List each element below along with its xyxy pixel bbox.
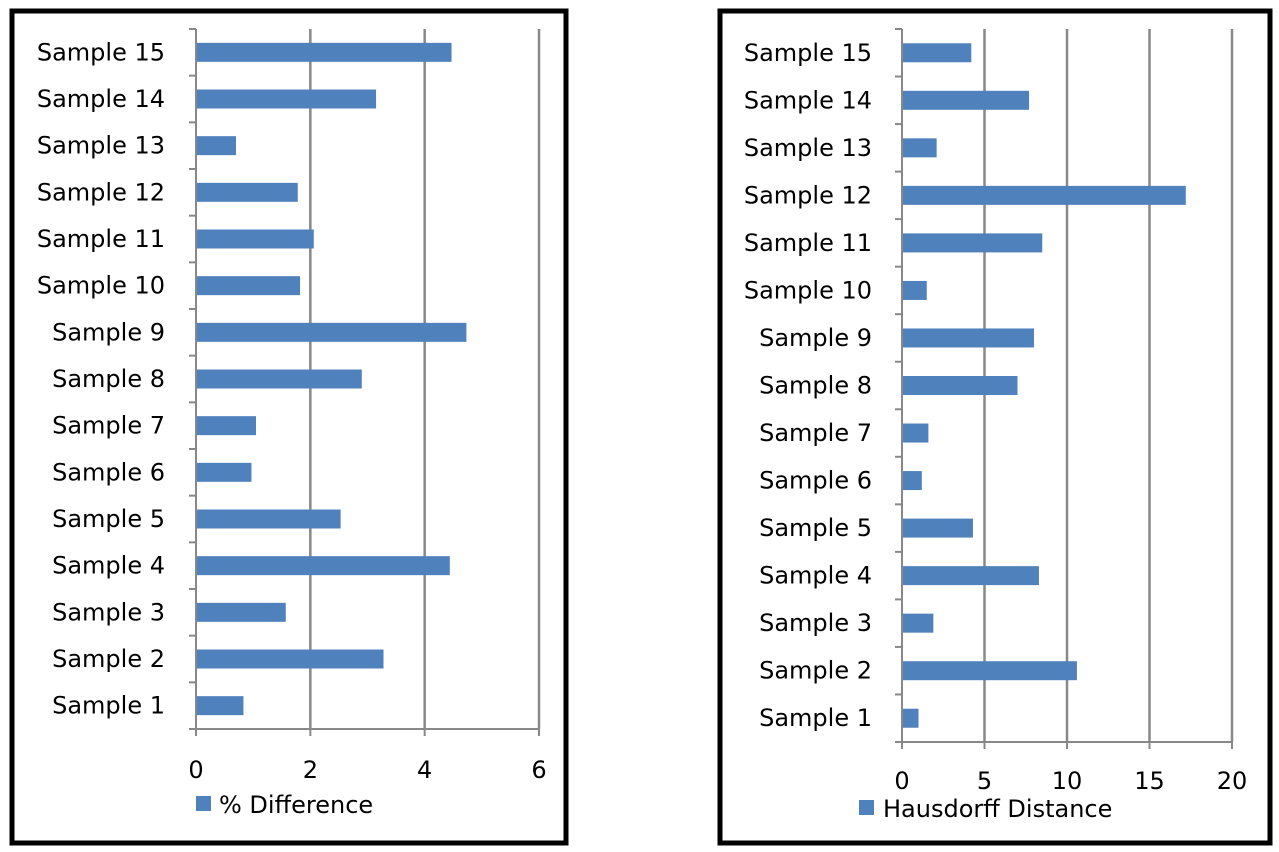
category-label: Sample 2	[52, 645, 165, 673]
category-label: Sample 12	[37, 178, 165, 206]
bar	[903, 376, 1018, 395]
category-label: Sample 14	[37, 85, 165, 113]
x-tick-label: 15	[1134, 767, 1165, 795]
category-label: Sample 13	[37, 132, 165, 160]
bar	[903, 518, 973, 538]
bar	[903, 566, 1039, 586]
legend-left: % Difference	[196, 791, 373, 819]
bar	[197, 89, 377, 109]
legend-right: Hausdorff Distance	[859, 795, 1112, 823]
legend-swatch-hausdorff-distance	[859, 800, 874, 815]
chart-frame-right	[717, 8, 1273, 846]
category-label: Sample 14	[744, 86, 872, 114]
category-label: Sample 1	[759, 704, 872, 732]
bar	[903, 328, 1034, 348]
bar	[197, 42, 452, 62]
bar	[197, 649, 384, 669]
category-label: Sample 1	[52, 692, 165, 720]
category-labels-right: Sample 1 Sample 2 Sample 3 Sample 4 Sample 5…	[744, 39, 872, 732]
bar	[197, 696, 244, 716]
category-label: Sample 11	[37, 225, 165, 253]
x-tick-label: 2	[303, 756, 318, 784]
legend-label-percent-difference: % Difference	[219, 791, 373, 819]
category-label: Sample 8	[759, 372, 872, 400]
category-label: Sample 6	[52, 458, 165, 486]
legend-label-hausdorff-distance: Hausdorff Distance	[883, 795, 1112, 823]
category-label: Sample 8	[52, 365, 165, 393]
grid-right	[895, 28, 1234, 743]
category-label: Sample 7	[759, 419, 872, 447]
x-tick-label: 0	[188, 756, 203, 784]
category-label: Sample 3	[52, 598, 165, 626]
category-label: Sample 6	[759, 467, 872, 495]
category-label: Sample 3	[759, 609, 872, 637]
category-label: Sample 12	[744, 181, 872, 209]
bar	[197, 369, 362, 389]
category-label: Sample 9	[52, 318, 165, 346]
category-label: Sample 10	[37, 272, 165, 300]
legend-swatch-percent-difference	[196, 796, 211, 811]
bar	[903, 613, 934, 633]
x-tick-label: 10	[1052, 767, 1083, 795]
bar	[903, 423, 929, 443]
bar	[197, 136, 237, 156]
category-label: Sample 10	[744, 276, 872, 304]
bar	[197, 509, 341, 529]
category-label: Sample 13	[744, 134, 872, 162]
bar	[903, 661, 1077, 681]
x-ticks-left: 0 2 4 6	[188, 729, 547, 784]
category-label: Sample 4	[759, 562, 872, 590]
chart-hausdorff-distance: Sample 1 Sample 2 Sample 3 Sample 4 Sample 5…	[717, 8, 1273, 846]
category-label: Sample 15	[744, 39, 872, 67]
category-label: Sample 5	[52, 505, 165, 533]
bar	[197, 229, 314, 249]
bars-left	[197, 42, 467, 716]
category-labels-left: Sample 1 Sample 2 Sample 3 Sample 4 Sample 5…	[37, 38, 165, 719]
category-label: Sample 2	[759, 657, 872, 685]
x-tick-label: 0	[894, 767, 909, 795]
x-tick-label: 20	[1217, 767, 1248, 795]
x-tick-label: 4	[417, 756, 432, 784]
bar	[197, 462, 252, 482]
category-label: Sample 15	[37, 38, 165, 66]
x-tick-label: 6	[531, 756, 546, 784]
bar	[197, 276, 301, 296]
bar	[903, 90, 1030, 110]
category-label: Sample 9	[759, 324, 872, 352]
bar	[903, 708, 919, 728]
chart-frame-left	[9, 8, 569, 846]
x-ticks-right: 0 5 10 15 20	[894, 742, 1247, 795]
bar	[903, 138, 937, 158]
category-label: Sample 4	[52, 552, 165, 580]
bar	[197, 416, 257, 436]
grid-left	[189, 28, 541, 730]
bars-right	[903, 43, 1186, 728]
bar	[903, 185, 1186, 205]
bar	[197, 602, 286, 622]
bar	[197, 556, 450, 576]
chart-percent-difference: Sample 1 Sample 2 Sample 3 Sample 4 Sample 5…	[9, 8, 569, 846]
category-label: Sample 7	[52, 412, 165, 440]
bar	[903, 233, 1043, 253]
x-tick-label: 5	[977, 767, 992, 795]
category-label: Sample 11	[744, 229, 872, 257]
category-label: Sample 5	[759, 514, 872, 542]
bar	[197, 182, 298, 202]
bar	[197, 322, 467, 342]
bar	[903, 43, 972, 63]
bar	[903, 280, 927, 300]
bar	[903, 471, 922, 491]
